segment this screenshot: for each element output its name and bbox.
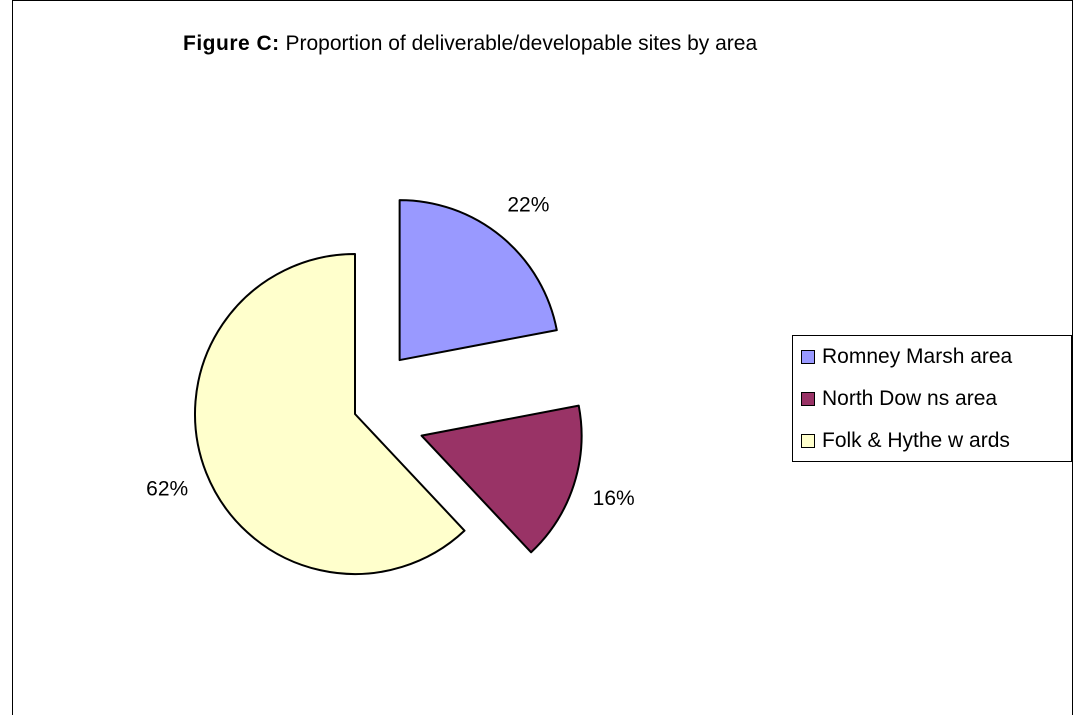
legend-label-folk-hythe: Folk & Hythe w ards: [822, 429, 1010, 452]
pie-slice-north-downs: [420, 404, 583, 554]
legend-item-north-downs: North Dow ns area: [801, 384, 997, 414]
legend-swatch-folk-hythe: [801, 434, 815, 448]
pie-slice-folk-hythe: [194, 253, 466, 575]
pie-label-north-downs: 16%: [593, 487, 635, 510]
chart-title-rest: Proportion of deliverable/developable si…: [279, 32, 758, 55]
legend-item-romney-marsh: Romney Marsh area: [801, 342, 1012, 372]
legend-label-romney-marsh: Romney Marsh area: [822, 345, 1013, 368]
chart-frame: Figure C: Proportion of deliverable/deve…: [12, 0, 1073, 715]
pie-slice-romney-marsh: [398, 199, 558, 362]
pie-label-romney-marsh: 22%: [507, 193, 549, 216]
legend-swatch-romney-marsh: [801, 350, 815, 364]
chart-title-bold: Figure C:: [183, 32, 280, 55]
legend: Romney Marsh area North Dow ns area Folk…: [792, 335, 1072, 462]
legend-item-folk-hythe: Folk & Hythe w ards: [801, 426, 1010, 456]
legend-label-north-downs: North Dow ns area: [822, 387, 998, 410]
pie-label-folk-hythe: 62%: [146, 477, 188, 500]
pie-chart: 22% 16% 62%: [146, 193, 635, 575]
legend-swatch-north-downs: [801, 392, 815, 406]
